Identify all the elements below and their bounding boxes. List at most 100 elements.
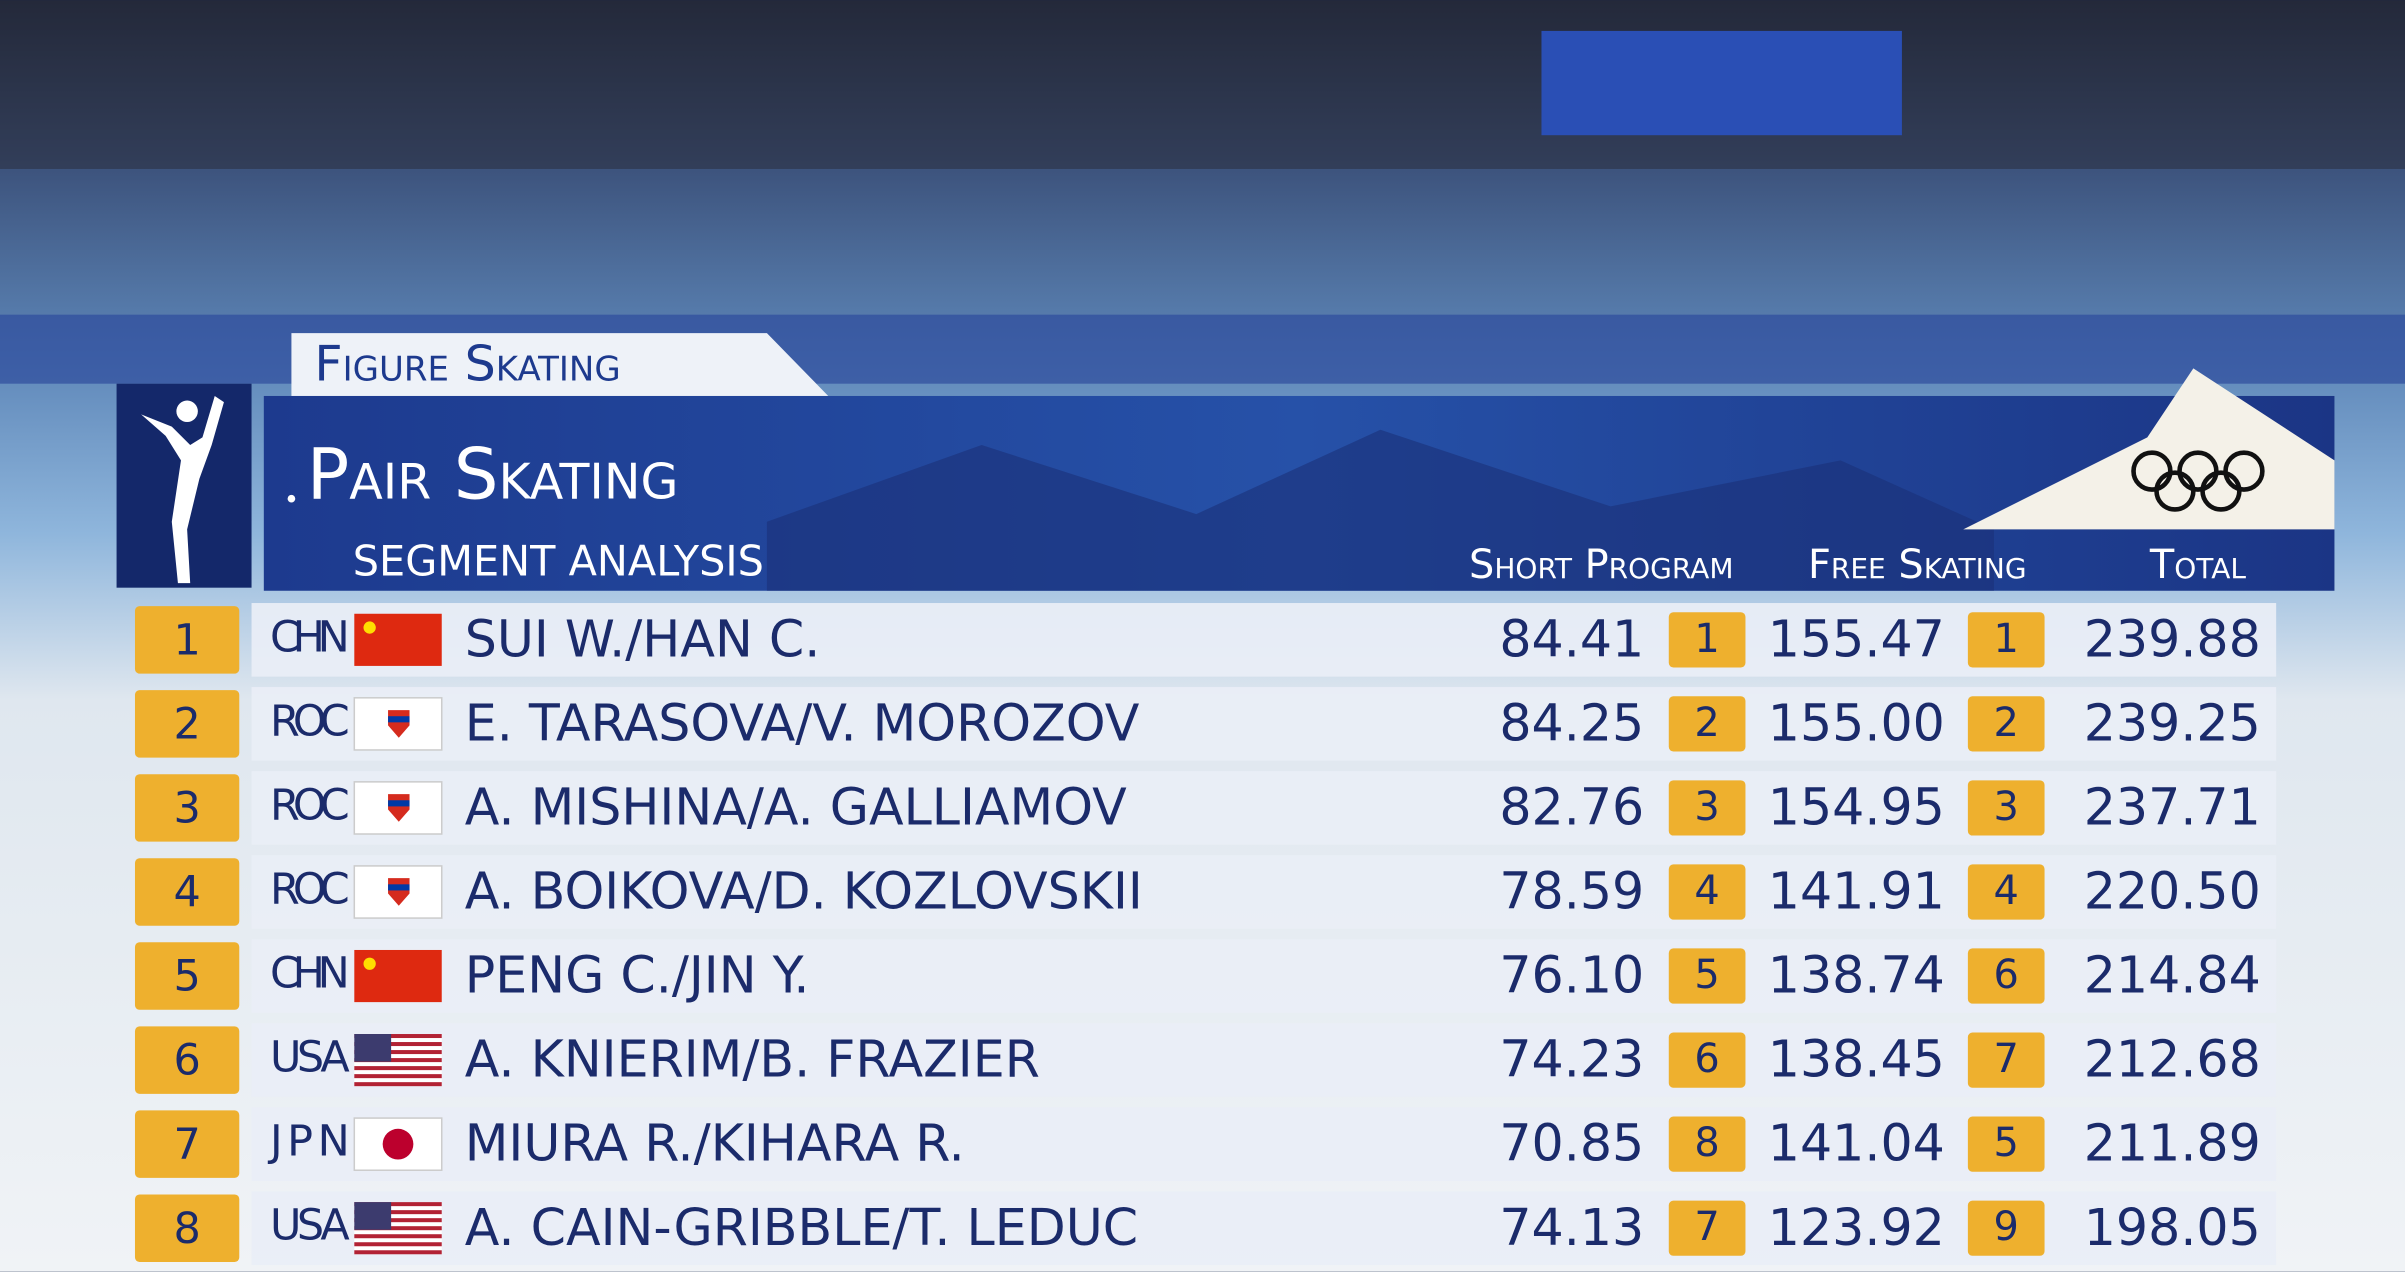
segment-rank-box bbox=[1967, 1032, 2045, 1088]
short-program-score: 82.76 bbox=[1499, 778, 1644, 837]
noc: USA bbox=[270, 1201, 350, 1251]
row-background bbox=[251, 1023, 2277, 1097]
total-score: 220.50 bbox=[2084, 862, 2261, 921]
free-skating-rank: 2 bbox=[1994, 700, 2019, 746]
rank: 3 bbox=[173, 784, 200, 834]
short-program-score: 74.23 bbox=[1499, 1030, 1644, 1089]
segment-rank-box bbox=[1668, 1116, 1746, 1172]
athlete-names: SUI W./HAN C. bbox=[465, 609, 821, 668]
rank-box bbox=[134, 1026, 240, 1094]
free-skating-score: 123.92 bbox=[1768, 1198, 1945, 1257]
noc: ROC bbox=[270, 696, 350, 746]
segment-rank-box bbox=[1967, 864, 2045, 920]
segment-rank-box bbox=[1967, 696, 2045, 752]
short-program-rank: 1 bbox=[1694, 616, 1719, 662]
flag-stripe bbox=[354, 1218, 442, 1223]
flag-stripe bbox=[354, 1210, 442, 1215]
segment-rank-box bbox=[1668, 1032, 1746, 1088]
row-background bbox=[251, 687, 2277, 761]
results-table: 1 CHN SUI W./HAN C. 84.41 1 155.47 1 239.88 2 ROC… bbox=[134, 603, 2277, 1266]
segment-rank-box bbox=[1668, 696, 1746, 752]
short-program-score: 84.25 bbox=[1499, 693, 1644, 752]
rank-box bbox=[134, 774, 240, 842]
rank-box bbox=[134, 942, 240, 1010]
column-header: Short Program bbox=[1469, 542, 1733, 588]
rank-box bbox=[134, 606, 240, 674]
athlete-names: PENG C./JIN Y. bbox=[465, 946, 810, 1005]
free-skating-rank: 1 bbox=[1994, 616, 2019, 662]
flag-stripe bbox=[354, 1066, 442, 1071]
noc: ROC bbox=[270, 864, 350, 914]
free-skating-rank: 5 bbox=[1994, 1120, 2019, 1166]
short-program-score: 76.10 bbox=[1499, 946, 1644, 1005]
event-title: Pair Skating bbox=[307, 433, 679, 515]
arena-screen bbox=[1541, 30, 1902, 136]
olympic-rings bbox=[2131, 450, 2265, 512]
segment-rank-box bbox=[1668, 612, 1746, 668]
ring bbox=[2200, 470, 2242, 512]
flag-disc bbox=[382, 1128, 414, 1160]
short-program-score: 74.13 bbox=[1499, 1198, 1644, 1257]
subtitle: SEGMENT ANALYSIS bbox=[353, 538, 764, 586]
segment-rank-box bbox=[1668, 1200, 1746, 1256]
ring bbox=[2154, 470, 2196, 512]
athlete-names: A. BOIKOVA/D. KOZLOVSKII bbox=[465, 862, 1143, 921]
total-score: 239.25 bbox=[2084, 693, 2261, 752]
flag-stripe bbox=[354, 1082, 442, 1087]
flag-stripe bbox=[354, 1074, 442, 1079]
flag-stripe bbox=[354, 1226, 442, 1231]
flag-stripe bbox=[354, 1058, 442, 1063]
rank-box bbox=[134, 690, 240, 758]
free-skating-score: 138.45 bbox=[1768, 1030, 1945, 1089]
free-skating-score: 154.95 bbox=[1768, 778, 1945, 837]
row-background bbox=[251, 855, 2277, 929]
noc: ROC bbox=[270, 780, 350, 830]
total-score: 198.05 bbox=[2084, 1198, 2261, 1257]
free-skating-score: 141.91 bbox=[1768, 862, 1945, 921]
athlete-names: A. CAIN-GRIBBLE/T. LEDUC bbox=[465, 1198, 1138, 1257]
free-skating-score: 141.04 bbox=[1768, 1114, 1945, 1173]
pictogram-skater bbox=[141, 395, 224, 584]
flag bbox=[354, 949, 442, 1003]
column-header: Free Skating bbox=[1808, 542, 2027, 588]
noc: CHN bbox=[270, 949, 350, 999]
short-program-score: 84.41 bbox=[1499, 609, 1644, 668]
rank: 6 bbox=[173, 1036, 200, 1086]
flag-stripe bbox=[354, 1242, 442, 1247]
rank: 7 bbox=[173, 1120, 200, 1170]
title-dot bbox=[287, 494, 296, 503]
short-program-score: 78.59 bbox=[1499, 862, 1644, 921]
rank: 4 bbox=[173, 868, 200, 918]
short-program-rank: 7 bbox=[1694, 1204, 1719, 1250]
segment-rank-box bbox=[1967, 612, 2045, 668]
flag-emblem-band bbox=[388, 800, 410, 807]
total-score: 239.88 bbox=[2084, 609, 2261, 668]
segment-rank-box bbox=[1967, 1116, 2045, 1172]
free-skating-score: 138.74 bbox=[1768, 946, 1945, 1005]
free-skating-rank: 9 bbox=[1994, 1204, 2019, 1250]
flag-star bbox=[363, 621, 376, 634]
flag-stripe bbox=[354, 1250, 442, 1255]
sport-title: Figure Skating bbox=[314, 334, 620, 392]
rank: 2 bbox=[173, 699, 200, 749]
short-program-rank: 4 bbox=[1694, 868, 1719, 914]
total-score: 211.89 bbox=[2084, 1114, 2261, 1173]
segment-rank-box bbox=[1967, 948, 2045, 1004]
total-score: 214.84 bbox=[2084, 946, 2261, 1005]
segment-rank-box bbox=[1967, 1200, 2045, 1256]
athlete-names: A. KNIERIM/B. FRAZIER bbox=[465, 1030, 1040, 1089]
row-background bbox=[251, 603, 2277, 677]
flag-canton bbox=[354, 1034, 392, 1062]
segment-rank-box bbox=[1668, 780, 1746, 836]
flag-star bbox=[363, 957, 376, 970]
flag-stripe bbox=[354, 1234, 442, 1239]
noc: CHN bbox=[270, 612, 350, 662]
noc: USA bbox=[270, 1033, 350, 1083]
column-header: Total bbox=[2149, 542, 2246, 588]
total-score: 237.71 bbox=[2084, 778, 2261, 837]
athlete-names: A. MISHINA/A. GALLIAMOV bbox=[465, 778, 1127, 837]
flag-stripe bbox=[354, 1034, 442, 1039]
free-skating-rank: 3 bbox=[1994, 784, 2019, 830]
